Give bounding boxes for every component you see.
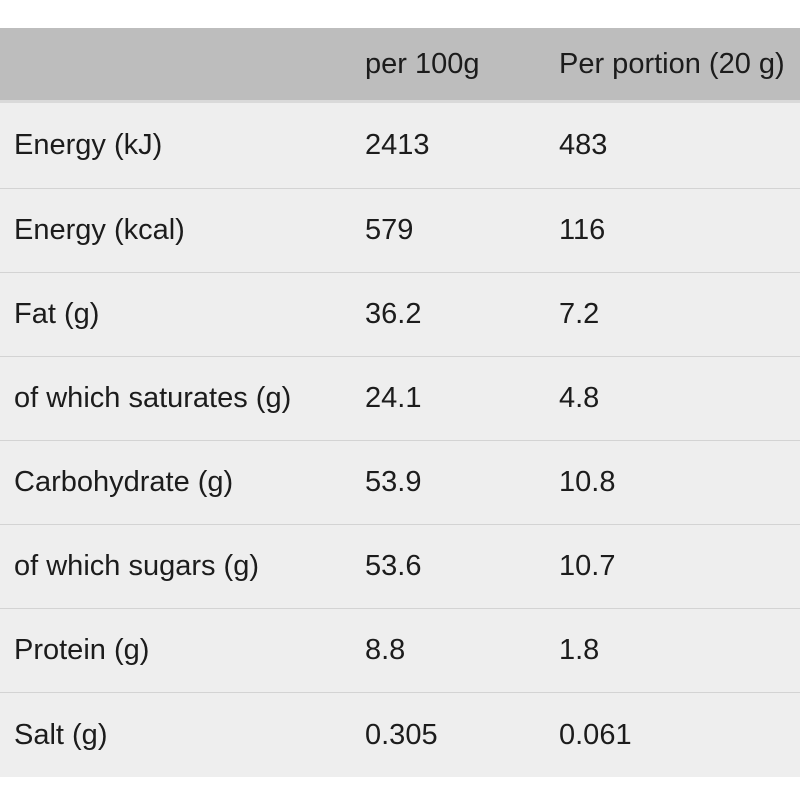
per-100g-value: 24.1: [365, 382, 422, 414]
per-100g-value: 579: [365, 214, 414, 246]
nutrition-table: per 100g Per portion (20 g) Energy (kJ) …: [0, 28, 800, 777]
table-row: of which saturates (g) 24.1 4.8: [0, 357, 800, 441]
header-cell-per-100g: per 100g: [365, 47, 480, 80]
nutrient-label: Energy (kJ): [14, 129, 163, 161]
per-portion-value: 1.8: [559, 634, 600, 666]
per-portion-value: 4.8: [559, 382, 600, 414]
per-portion-value: 10.8: [559, 466, 616, 498]
table-body: Energy (kJ) 2413 483 Energy (kcal) 579 1…: [0, 103, 800, 777]
per-portion-value: 0.061: [559, 718, 632, 751]
table-row: Fat (g) 36.2 7.2: [0, 273, 800, 357]
nutrient-label: Carbohydrate (g): [14, 466, 234, 498]
nutrient-label: Salt (g): [14, 718, 108, 751]
table-row: Protein (g) 8.8 1.8: [0, 609, 800, 693]
per-portion-value: 116: [559, 214, 606, 246]
nutrient-label: of which saturates (g): [14, 382, 292, 414]
header-cell-per-portion: Per portion (20 g): [559, 47, 785, 80]
table-row: of which sugars (g) 53.6 10.7: [0, 525, 800, 609]
table-row: Salt (g) 0.305 0.061: [0, 693, 800, 777]
per-100g-value: 0.305: [365, 718, 438, 751]
per-100g-value: 8.8: [365, 634, 406, 666]
nutrient-label: Fat (g): [14, 298, 100, 330]
per-portion-value: 483: [559, 129, 608, 161]
table-header-row: per 100g Per portion (20 g): [0, 28, 800, 103]
per-100g-value: 36.2: [365, 298, 422, 330]
table-row: Carbohydrate (g) 53.9 10.8: [0, 441, 800, 525]
per-100g-value: 53.6: [365, 550, 422, 582]
per-portion-value: 10.7: [559, 550, 616, 582]
table-row: Energy (kJ) 2413 483: [0, 103, 800, 189]
nutrient-label: Energy (kcal): [14, 214, 185, 246]
per-portion-value: 7.2: [559, 298, 600, 330]
per-100g-value: 2413: [365, 129, 430, 161]
nutrient-label: of which sugars (g): [14, 550, 259, 582]
table-row: Energy (kcal) 579 116: [0, 189, 800, 273]
nutrient-label: Protein (g): [14, 634, 150, 666]
per-100g-value: 53.9: [365, 466, 422, 498]
